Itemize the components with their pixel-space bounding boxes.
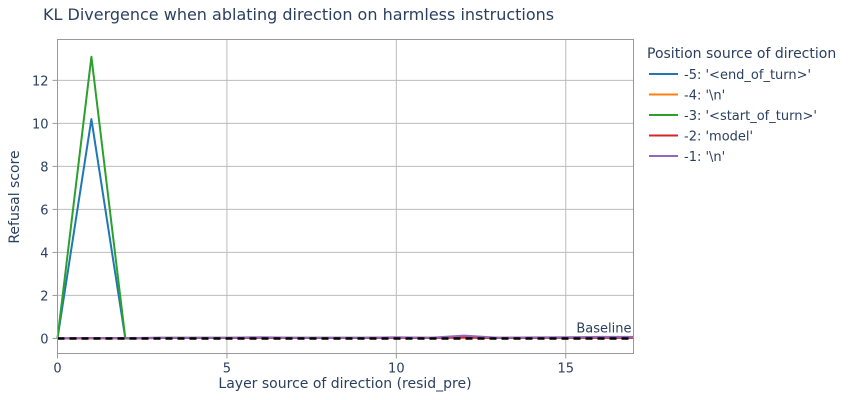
series-line-1 <box>56 118 634 340</box>
y-tick-label: 12 <box>32 74 49 89</box>
plot-area-border <box>57 39 634 354</box>
x-axis-title: Layer source of direction (resid_pre) <box>218 376 471 392</box>
grid-lines <box>57 39 634 354</box>
legend: Position source of direction -5: '<end_o… <box>647 46 836 165</box>
x-tick-label: 15 <box>557 362 574 377</box>
x-tick-label: 0 <box>53 362 61 377</box>
chart-title: KL Divergence when ablating direction on… <box>43 5 554 24</box>
x-tick-label: 10 <box>388 362 405 377</box>
legend-title: Position source of direction <box>647 46 836 62</box>
y-tick-label: 0 <box>40 332 48 347</box>
x-tick-label: 5 <box>223 362 231 377</box>
y-axis-title: Refusal score <box>7 150 23 243</box>
legend-label-5: -1: '\n' <box>684 150 725 165</box>
y-tick-label: 2 <box>40 289 48 304</box>
legend-label-1: -5: '<end_of_turn>' <box>684 68 811 83</box>
baseline-label: Baseline <box>576 321 631 336</box>
y-tick-label: 6 <box>40 203 48 218</box>
series-lines <box>56 55 634 340</box>
legend-label-3: -3: '<start_of_turn>' <box>684 109 817 124</box>
axis-ticks: 0 5 10 15 0 2 4 6 8 10 12 <box>32 74 574 376</box>
series-line-3 <box>56 55 634 340</box>
y-tick-label: 4 <box>40 246 48 261</box>
legend-label-2: -4: '\n' <box>684 89 725 104</box>
baseline-group: Baseline <box>57 321 634 340</box>
legend-label-4: -2: 'model' <box>684 130 753 145</box>
y-tick-label: 8 <box>40 160 48 175</box>
y-tick-label: 10 <box>32 117 49 132</box>
